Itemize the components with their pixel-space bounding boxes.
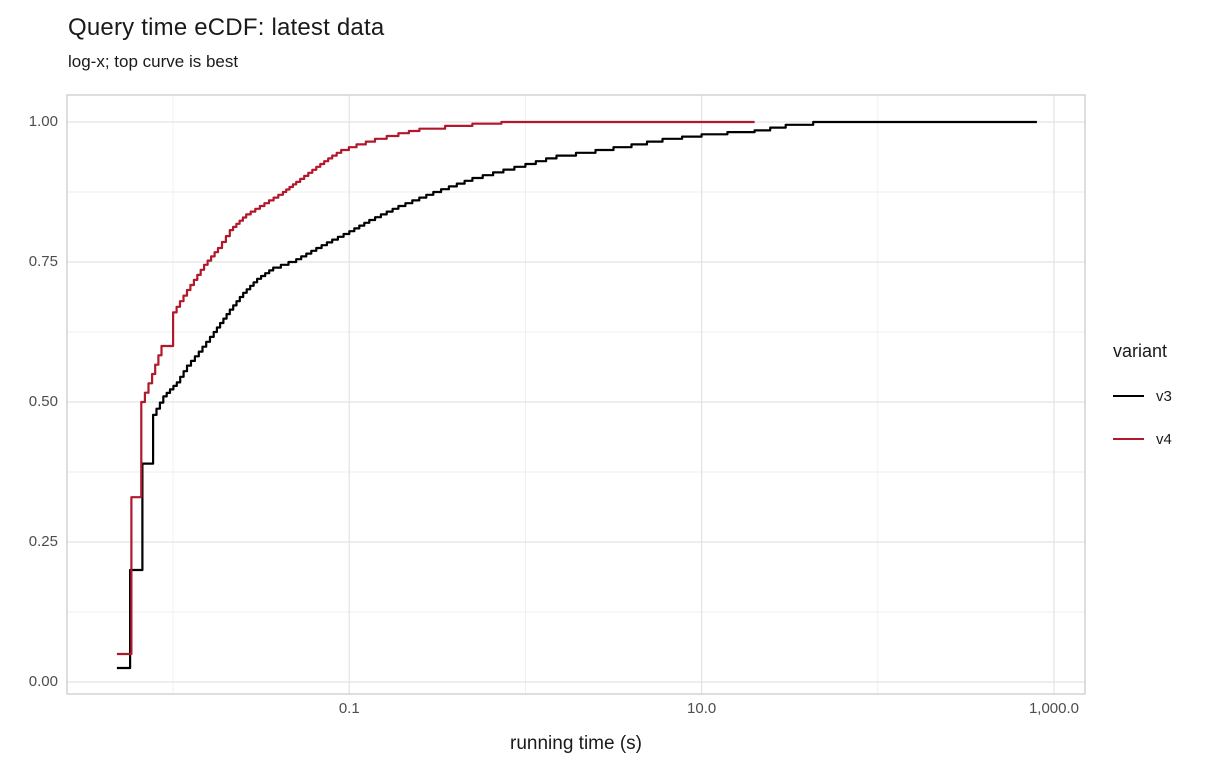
y-tick-label-0.25: 0.25: [28, 533, 58, 550]
legend-item-v4: v4: [1113, 429, 1172, 449]
x-tick-label-0.1: 0.1: [338, 700, 360, 717]
panel-border: [66, 94, 1086, 695]
ecdf-curve-v3: [116, 120, 1037, 670]
legend-title: variant: [1113, 341, 1168, 361]
legend-key-line-v3: [1113, 395, 1144, 397]
legend-key-line-v4: [1113, 438, 1144, 440]
y-tick-label-0.75: 0.75: [28, 253, 58, 270]
legend-label-v3: v3: [1156, 387, 1172, 405]
y-tick-label-1.00: 1.00: [28, 113, 58, 130]
chart-title: Query time eCDF: latest data: [68, 14, 385, 41]
y-tick-label-0.50: 0.50: [28, 393, 58, 410]
ecdf-curve-v4: [116, 120, 755, 656]
y-tick-label-0.00: 0.00: [28, 673, 58, 690]
x-tick-label-1,000.0: 1,000.0: [1028, 700, 1079, 717]
legend-label-v4: v4: [1156, 430, 1172, 448]
x-tick-label-10.0: 10.0: [687, 700, 717, 717]
x-axis-title: running time (s): [510, 733, 642, 754]
legend: variant v3 v4: [1113, 341, 1172, 472]
legend-item-v3: v3: [1113, 386, 1172, 406]
panel-background: [67, 95, 1085, 694]
legend-items: v3 v4: [1113, 386, 1172, 449]
chart-subtitle: log-x; top curve is best: [68, 52, 239, 71]
